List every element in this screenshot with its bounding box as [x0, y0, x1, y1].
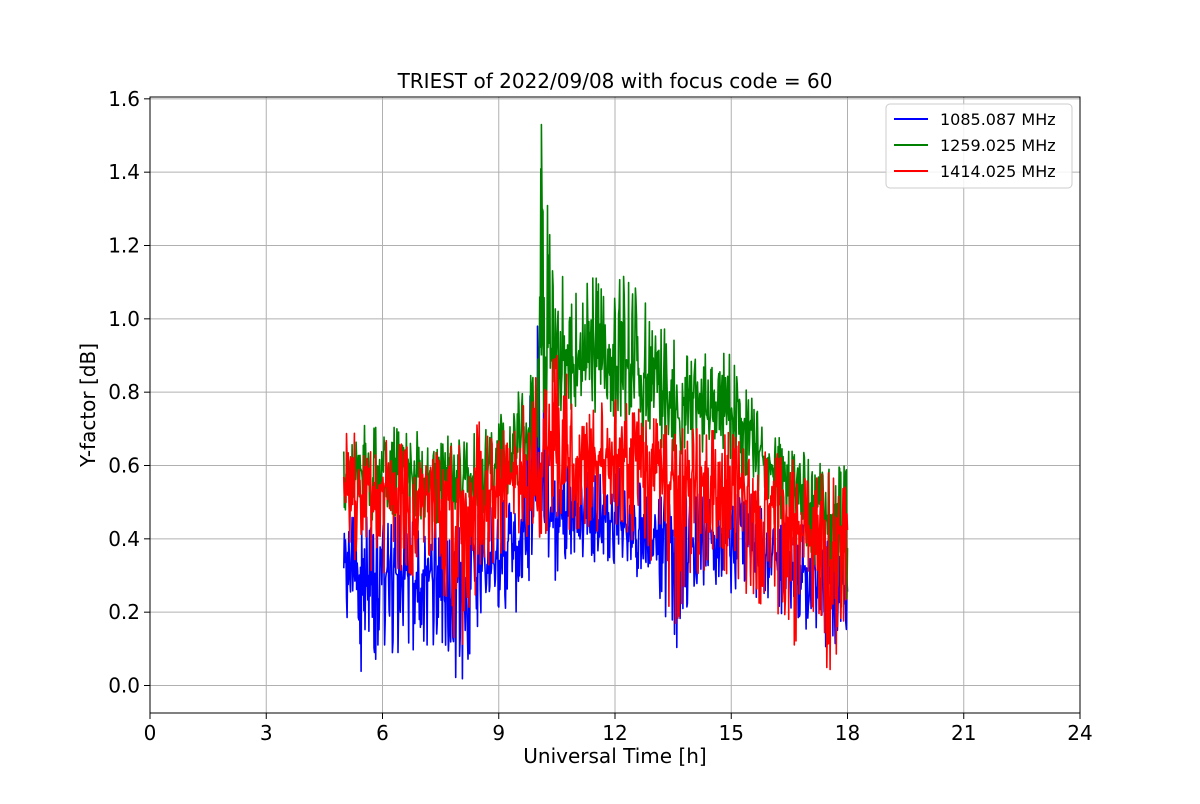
y-tick-label: 0.0: [108, 674, 140, 698]
y-tick-label: 1.0: [108, 307, 140, 331]
chart-title: TRIEST of 2022/09/08 with focus code = 6…: [397, 69, 833, 93]
x-tick-label: 21: [951, 721, 976, 745]
legend-label: 1414.025 MHz: [940, 162, 1056, 181]
legend-label: 1085.087 MHz: [940, 110, 1056, 129]
x-tick-label: 3: [260, 721, 273, 745]
x-tick-label: 15: [719, 721, 744, 745]
x-tick-label: 12: [602, 721, 627, 745]
x-axis-label: Universal Time [h]: [523, 744, 706, 768]
series-line-1259-025-mhz: [343, 123, 849, 618]
y-axis-label: Y-factor [dB]: [76, 343, 100, 468]
x-tick-label: 24: [1067, 721, 1092, 745]
y-tick-label: 0.4: [108, 527, 140, 551]
y-tick-label: 0.2: [108, 600, 140, 624]
legend-box: [885, 103, 1073, 189]
x-tick-label: 6: [376, 721, 389, 745]
series-line-1414-025-mhz: [343, 354, 849, 671]
legend-label: 1259.025 MHz: [940, 136, 1056, 155]
y-tick-label: 1.2: [108, 234, 140, 258]
series-layer: [343, 123, 849, 680]
legend: 1085.087 MHz 1259.025 MHz 1414.025 MHz: [885, 103, 1073, 189]
y-axis: 0.0 0.2 0.4 0.6 0.8 1.0 1.2 1.4 1.6: [108, 87, 150, 698]
y-tick-label: 1.4: [108, 160, 140, 184]
x-tick-label: 0: [144, 721, 157, 745]
y-tick-label: 0.8: [108, 380, 140, 404]
x-tick-label: 9: [492, 721, 505, 745]
x-axis: 0 3 6 9 12 15 18 21 24: [144, 713, 1093, 745]
x-tick-label: 18: [835, 721, 860, 745]
y-tick-label: 1.6: [108, 87, 140, 111]
y-tick-label: 0.6: [108, 454, 140, 478]
